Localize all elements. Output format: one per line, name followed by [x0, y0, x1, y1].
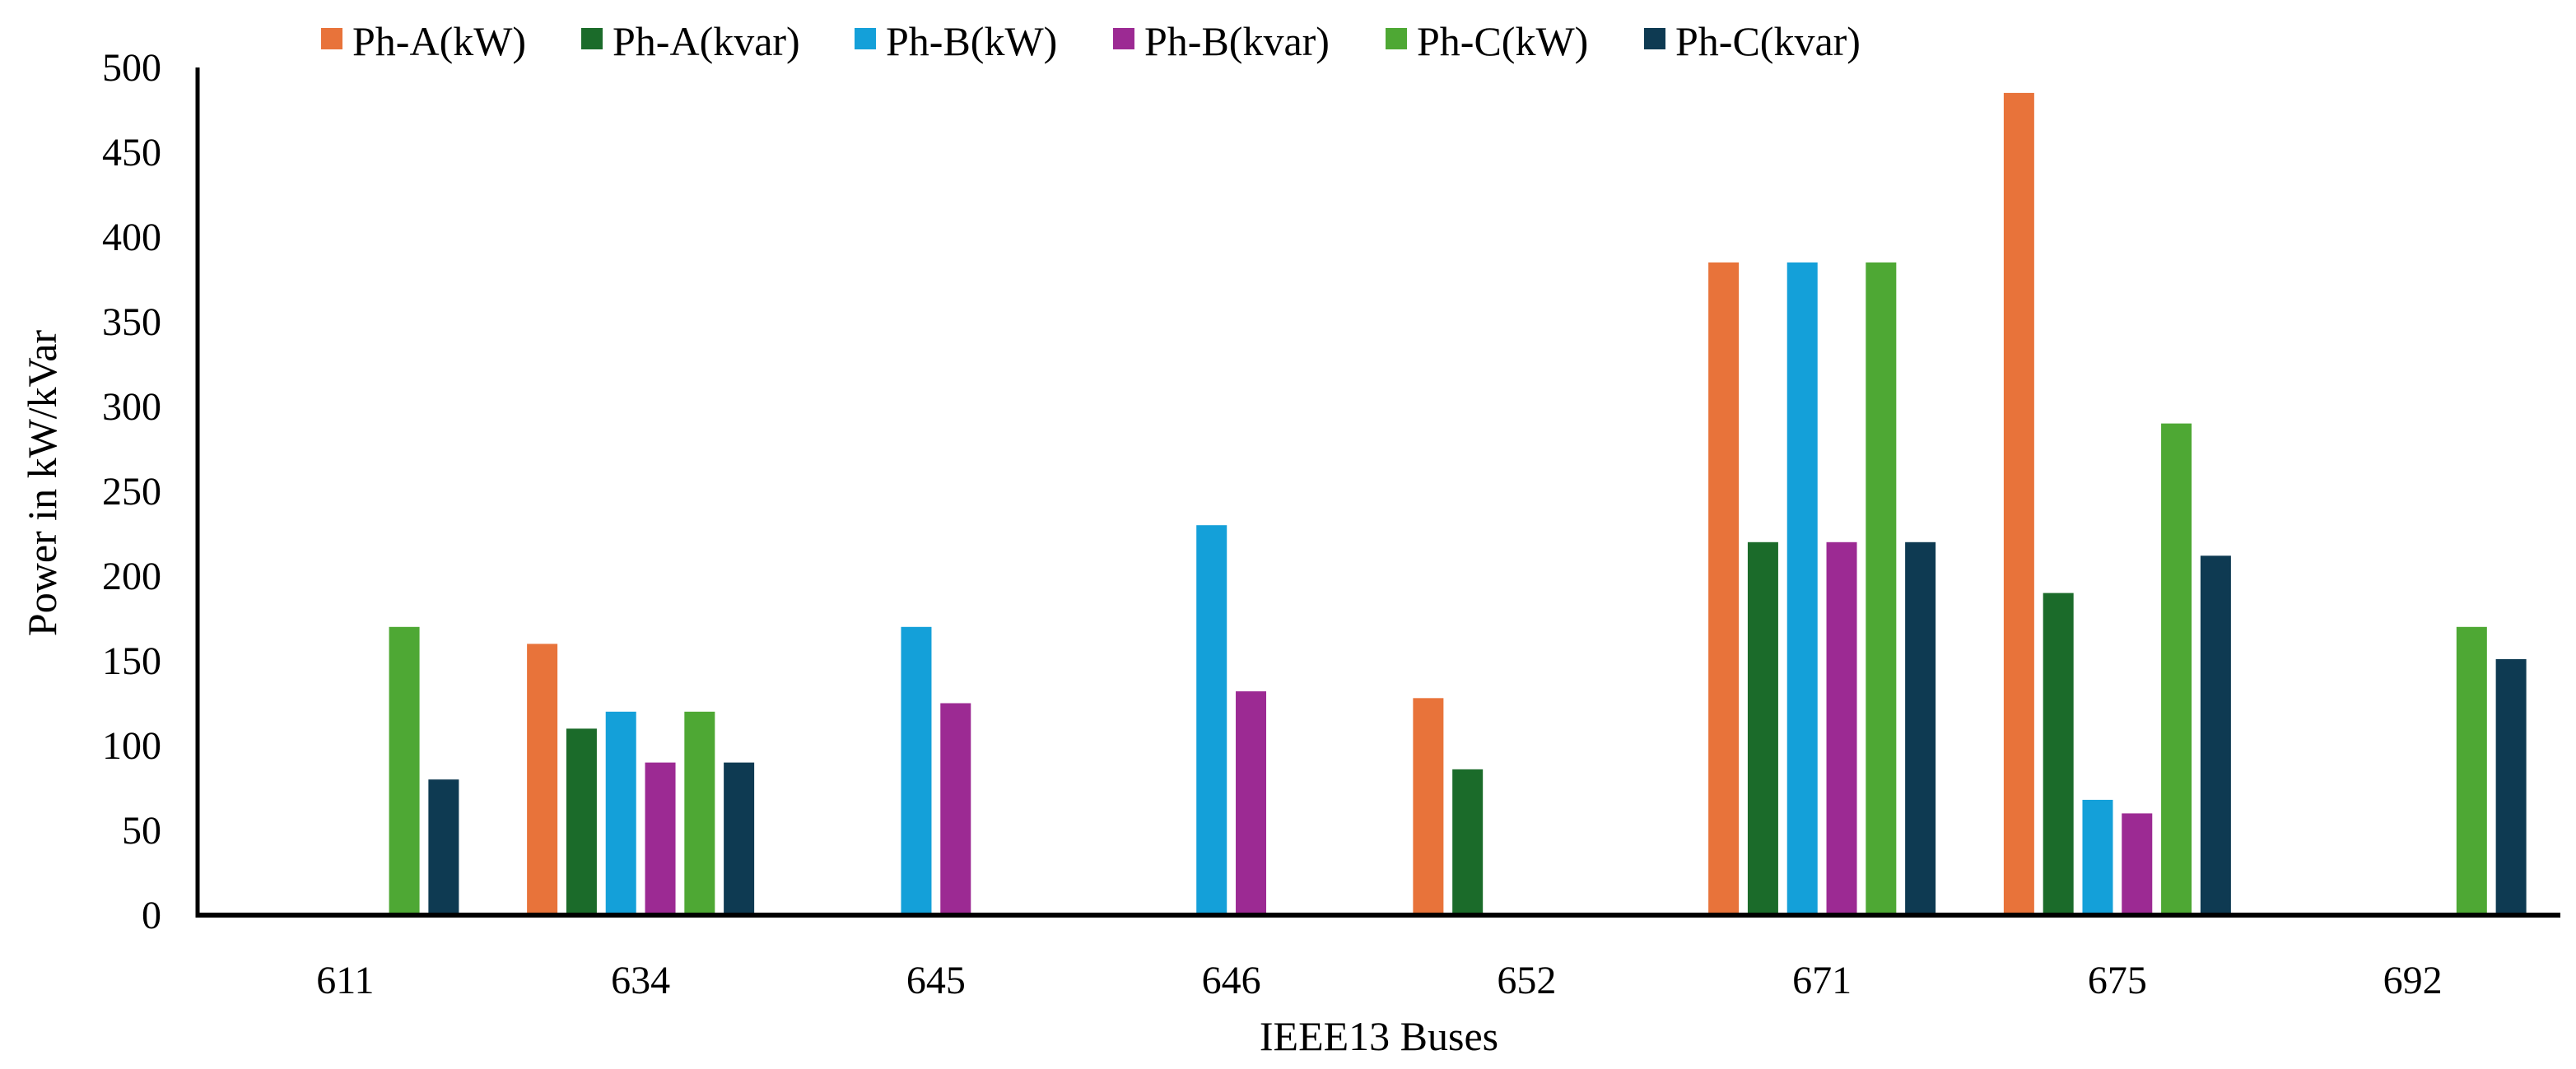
bar-645-ph-b-kw — [901, 626, 932, 915]
bar-646-ph-b-kw — [1196, 525, 1227, 915]
legend-swatch — [581, 28, 603, 49]
bar-611-ph-c-kvar — [428, 779, 459, 915]
y-tick-label: 400 — [102, 216, 161, 259]
x-axis-title: IEEE13 Buses — [1260, 1013, 1498, 1059]
legend-item-ph-b-kvar: Ph-B(kvar) — [1113, 18, 1330, 64]
legend-item-ph-a-kvar: Ph-A(kvar) — [581, 18, 800, 64]
legend-label: Ph-A(kvar) — [613, 18, 800, 64]
legend-label: Ph-C(kvar) — [1675, 18, 1861, 64]
bar-634-ph-c-kw — [684, 711, 715, 915]
x-axis-ticks: 611 634 645 646 652 671 675 692 — [316, 959, 2442, 1002]
legend-swatch — [1386, 28, 1407, 49]
bar-671-ph-c-kw — [1866, 262, 1897, 915]
x-tick-label: 671 — [1792, 959, 1852, 1002]
bar-675-ph-b-kvar — [2122, 813, 2153, 915]
legend-label: Ph-C(kW) — [1417, 18, 1588, 64]
legend-swatch — [855, 28, 876, 49]
legend-item-ph-a-kw: Ph-A(kW) — [321, 18, 526, 64]
x-tick-label: 611 — [316, 959, 374, 1002]
bar-675-ph-c-kw — [2161, 423, 2192, 915]
x-tick-label: 645 — [906, 959, 966, 1002]
x-tick-label: 692 — [2383, 959, 2443, 1002]
bar-692-ph-c-kvar — [2495, 658, 2527, 915]
bar-671-ph-a-kw — [1708, 262, 1740, 915]
y-tick-label: 0 — [142, 894, 161, 937]
legend-item-ph-b-kw: Ph-B(kW) — [855, 18, 1057, 64]
bar-675-ph-a-kvar — [2043, 593, 2074, 915]
y-tick-label: 200 — [102, 555, 161, 598]
bar-645-ph-b-kvar — [940, 703, 971, 915]
y-tick-label: 500 — [102, 46, 161, 90]
x-tick-label: 634 — [611, 959, 670, 1002]
y-tick-label: 150 — [102, 639, 161, 683]
bar-671-ph-a-kvar — [1747, 541, 1778, 915]
bar-652-ph-a-kw — [1413, 698, 1444, 915]
bar-652-ph-a-kvar — [1452, 769, 1484, 915]
y-tick-label: 100 — [102, 724, 161, 768]
bar-611-ph-c-kw — [389, 626, 420, 915]
y-tick-label: 350 — [102, 300, 161, 344]
bar-671-ph-b-kw — [1786, 262, 1818, 915]
bar-634-ph-b-kw — [605, 711, 636, 915]
y-axis-ticks: 0 50 100 150 200 250 300 350 400 450 500 — [102, 46, 161, 937]
bars — [389, 92, 2527, 915]
x-tick-label: 646 — [1202, 959, 1261, 1002]
bar-634-ph-b-kvar — [645, 762, 676, 915]
bar-634-ph-c-kvar — [724, 762, 755, 915]
y-tick-label: 250 — [102, 470, 161, 514]
bar-675-ph-b-kw — [2082, 799, 2113, 915]
x-tick-label: 675 — [2088, 959, 2147, 1002]
bar-646-ph-b-kvar — [1236, 691, 1267, 915]
legend-label: Ph-A(kW) — [352, 18, 526, 64]
legend-item-ph-c-kw: Ph-C(kW) — [1386, 18, 1588, 64]
bar-671-ph-b-kvar — [1826, 541, 1857, 915]
bar-671-ph-c-kvar — [1905, 541, 1936, 915]
bar-675-ph-c-kvar — [2200, 555, 2231, 915]
legend-swatch — [1644, 28, 1665, 49]
legend-label: Ph-B(kvar) — [1144, 18, 1330, 64]
legend: Ph-A(kW) Ph-A(kvar) Ph-B(kW) Ph-B(kvar) Ph-C… — [321, 18, 1861, 64]
bar-634-ph-a-kw — [527, 644, 558, 915]
bar-634-ph-a-kvar — [566, 728, 597, 915]
y-axis-title: Power in kW/kVar — [19, 330, 65, 636]
legend-swatch — [321, 28, 342, 49]
x-tick-label: 652 — [1497, 959, 1556, 1002]
y-tick-label: 300 — [102, 385, 161, 429]
bar-692-ph-c-kw — [2456, 626, 2487, 915]
y-tick-label: 450 — [102, 131, 161, 174]
legend-item-ph-c-kvar: Ph-C(kvar) — [1644, 18, 1861, 64]
legend-label: Ph-B(kW) — [886, 18, 1057, 64]
legend-swatch — [1113, 28, 1134, 49]
bar-675-ph-a-kw — [2003, 92, 2034, 915]
y-tick-label: 50 — [122, 809, 161, 853]
